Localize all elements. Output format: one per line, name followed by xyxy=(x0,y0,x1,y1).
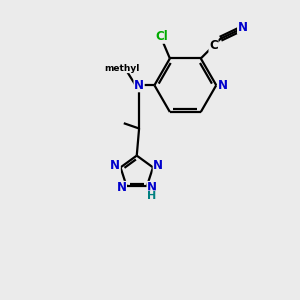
Text: N: N xyxy=(153,159,163,172)
Text: H: H xyxy=(148,191,157,201)
Text: Cl: Cl xyxy=(156,30,168,43)
Text: N: N xyxy=(218,79,228,92)
Text: N: N xyxy=(134,79,144,92)
Text: C: C xyxy=(209,39,218,52)
Text: N: N xyxy=(238,21,248,34)
Text: N: N xyxy=(116,182,126,194)
Text: methyl: methyl xyxy=(104,64,139,73)
Text: N: N xyxy=(110,159,120,172)
Text: N: N xyxy=(147,182,157,194)
